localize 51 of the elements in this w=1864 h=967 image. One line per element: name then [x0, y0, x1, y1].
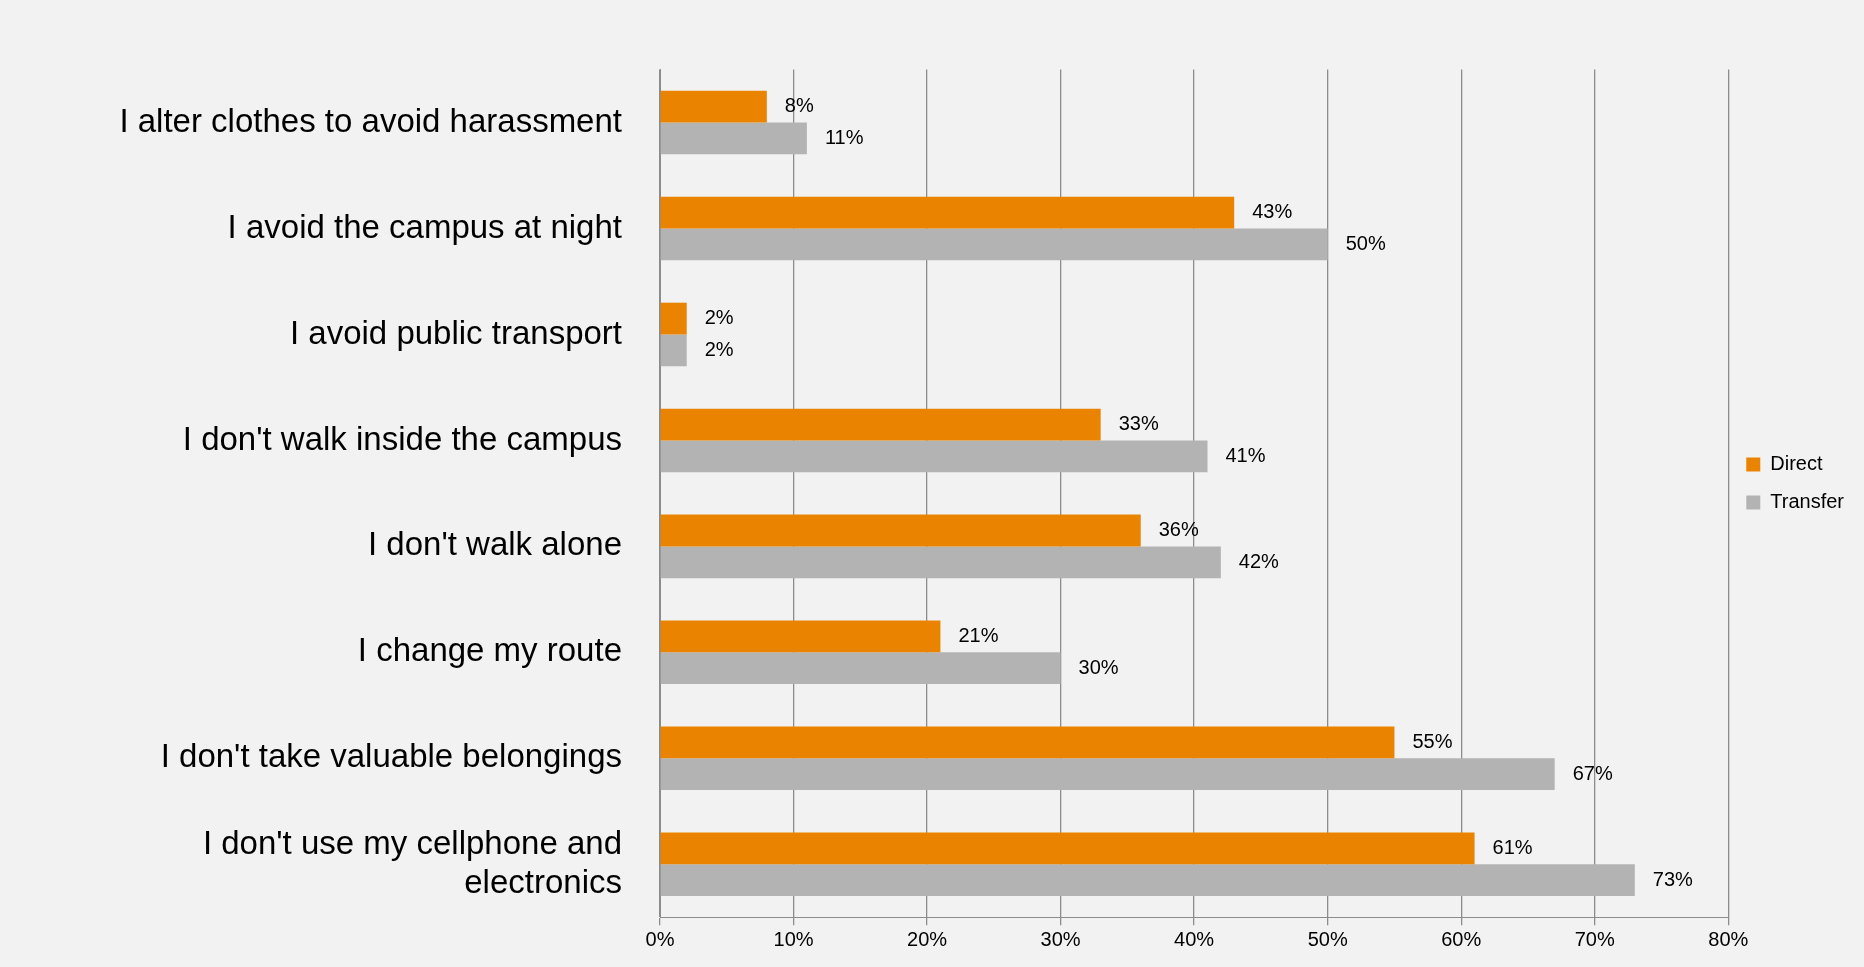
bar	[660, 652, 1061, 685]
bar	[660, 514, 1141, 547]
data-label: 33%	[1118, 412, 1159, 435]
x-tick-label: 80%	[1708, 927, 1749, 950]
bar	[660, 122, 807, 155]
data-label: 50%	[1345, 231, 1386, 254]
y-tick-label: I change my route	[357, 631, 622, 669]
data-label: 73%	[1652, 867, 1694, 890]
bar	[660, 620, 941, 653]
y-tick-label: I don't use my cellphone and electronics	[202, 823, 622, 901]
x-tick-label: 40%	[1174, 927, 1215, 950]
x-tick-label: 0%	[645, 927, 675, 950]
data-label: 43%	[1252, 200, 1293, 223]
bar	[660, 864, 1635, 897]
y-tick-label: I alter clothes to avoid harassment	[119, 101, 622, 139]
bar	[660, 832, 1475, 865]
data-label: 55%	[1412, 729, 1453, 752]
data-label: 8%	[784, 94, 814, 117]
data-label: 2%	[704, 306, 734, 329]
bar	[660, 440, 1208, 473]
bar	[660, 546, 1221, 579]
x-tick-label: 50%	[1307, 927, 1348, 950]
bar	[660, 726, 1395, 759]
y-tick-label: I don't walk inside the campus	[182, 419, 622, 457]
bar	[660, 334, 687, 367]
data-label: 21%	[958, 623, 999, 646]
x-tick-label: 70%	[1574, 927, 1615, 950]
data-label: 36%	[1158, 518, 1199, 540]
bar	[660, 302, 687, 335]
x-tick-label: 30%	[1040, 927, 1081, 950]
data-label: 67%	[1572, 761, 1613, 784]
y-tick-label: I don't walk alone	[368, 525, 622, 563]
bar	[660, 408, 1101, 441]
data-label: 11%	[824, 125, 864, 148]
legend-label: Direct	[1770, 452, 1823, 475]
data-label: 2%	[704, 337, 734, 360]
y-tick-label: I avoid the campus at night	[227, 207, 622, 245]
data-label: 42%	[1238, 549, 1280, 572]
y-tick-label: I avoid public transport	[289, 313, 622, 351]
x-tick-label: 60%	[1441, 927, 1482, 950]
bar	[660, 228, 1328, 261]
x-tick-label: 20%	[907, 927, 948, 950]
bar	[660, 758, 1555, 791]
legend-label: Transfer	[1770, 490, 1845, 513]
y-tick-label: I don't take valuable belongings	[160, 737, 622, 775]
x-tick-label: 10%	[773, 927, 814, 950]
data-label: 30%	[1078, 655, 1119, 678]
data-label: 41%	[1225, 443, 1266, 466]
bar	[660, 90, 767, 123]
data-label: 61%	[1492, 835, 1533, 858]
bar	[660, 196, 1235, 229]
